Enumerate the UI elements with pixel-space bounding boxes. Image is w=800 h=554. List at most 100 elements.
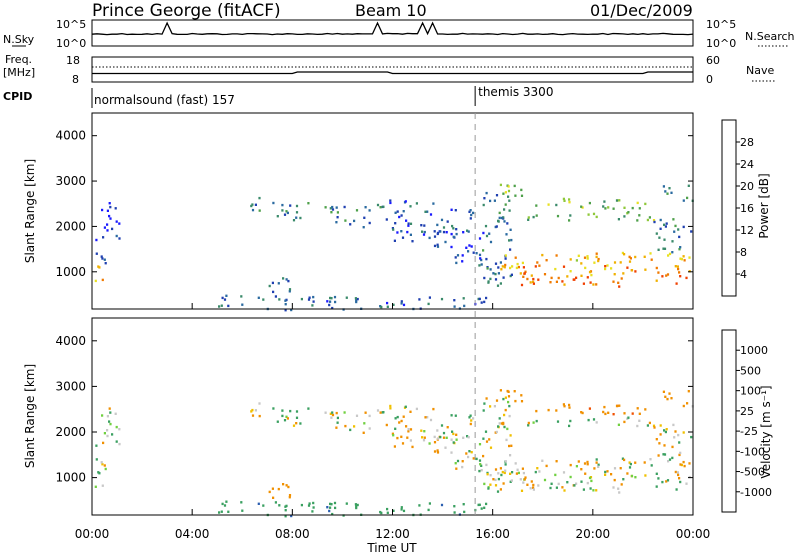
echo-cell (666, 273, 670, 276)
echo-cell (335, 411, 338, 415)
echo-cell (101, 278, 104, 282)
echo-cell (664, 430, 667, 434)
xtick-label: 04:00 (175, 527, 210, 541)
echo-cell (409, 222, 413, 225)
echo-cell (290, 308, 293, 312)
echo-cell (604, 267, 607, 271)
echo-cell (290, 514, 293, 518)
freq-tick-high: 18 (66, 54, 80, 67)
echo-cell (523, 272, 526, 275)
echo-cell (505, 233, 508, 236)
echo-cell (663, 238, 666, 241)
echo-cell (623, 253, 626, 256)
echo-cell (650, 258, 653, 261)
echo-cell (549, 486, 552, 490)
echo-cell (428, 236, 431, 240)
echo-cell (433, 244, 437, 248)
echo-cell (102, 441, 105, 445)
echo-cell (619, 261, 622, 264)
echo-cell (586, 481, 589, 485)
echo-cell (655, 472, 658, 475)
echo-cell (509, 480, 512, 483)
echo-cell (526, 483, 529, 486)
echo-cell (674, 265, 677, 268)
echo-cell (549, 281, 552, 284)
echo-cell (507, 189, 511, 193)
echo-cell (510, 238, 513, 242)
xtick-label: 16:00 (475, 527, 510, 541)
echo-cell (510, 479, 513, 482)
echo-cell (592, 418, 596, 421)
echo-cell (453, 299, 456, 302)
echo-cell (288, 494, 292, 497)
echo-cell (604, 473, 607, 476)
echo-cell (118, 237, 121, 240)
echo-cell (648, 216, 651, 219)
echo-cell (638, 419, 641, 422)
echo-cell (433, 450, 437, 453)
echo-cell (106, 209, 109, 212)
echo-cell (400, 435, 403, 438)
echo-cell (289, 409, 292, 413)
echo-cell (482, 249, 485, 252)
echo-cell (497, 272, 500, 275)
colorbar-tick-label: 100 (740, 385, 761, 398)
echo-cell (433, 435, 436, 439)
echo-cell (496, 490, 500, 493)
echo-cell (503, 208, 506, 211)
echo-cell (636, 201, 639, 205)
echo-cell (621, 251, 624, 255)
echo-cell (657, 248, 660, 251)
echo-cell (451, 224, 454, 228)
echo-cell (330, 297, 333, 300)
echo-cell (382, 411, 385, 414)
echo-cell (648, 421, 651, 425)
echo-cell (489, 446, 493, 449)
echo-cell (396, 436, 399, 440)
echo-cell (469, 422, 472, 426)
echo-cell (444, 446, 447, 449)
echo-cell (529, 281, 532, 284)
echo-cell (592, 489, 595, 492)
power-ytick-group: 4000 3000 2000 1000 (55, 129, 693, 279)
echo-cell (498, 211, 501, 215)
echo-cell (311, 304, 314, 307)
echo-cell (326, 506, 329, 509)
echo-cell (376, 203, 380, 207)
echo-cell (405, 219, 408, 222)
colorbar-tick-label: 8 (740, 246, 747, 259)
echo-cell (423, 430, 426, 433)
echo-cell (507, 390, 510, 393)
echo-cell (617, 487, 620, 490)
echo-cell (561, 280, 564, 283)
echo-cell (623, 206, 626, 209)
echo-cell (220, 304, 223, 307)
echo-cell (274, 295, 277, 298)
colorbar-tick-label: 24 (740, 158, 754, 171)
echo-cell (308, 296, 311, 299)
echo-cell (668, 187, 671, 190)
echo-cell (569, 258, 572, 261)
echo-cell (111, 433, 114, 436)
echo-cell (562, 471, 566, 474)
echo-cell (281, 209, 284, 212)
echo-cell (276, 420, 279, 423)
echo-cell (568, 406, 571, 409)
echo-cell (345, 296, 348, 299)
echo-cell (268, 490, 271, 494)
echo-cell (667, 254, 670, 257)
echo-cell (288, 290, 291, 293)
echo-cell (508, 239, 511, 242)
echo-cell (676, 265, 679, 268)
echo-cell (626, 266, 629, 269)
cpid-label: CPID (3, 90, 32, 103)
echo-cell (482, 409, 485, 412)
echo-cell (680, 258, 683, 261)
echo-cell (595, 421, 598, 424)
echo-cell (568, 219, 571, 222)
echo-cell (668, 458, 672, 461)
echo-cell (520, 400, 524, 403)
colorbar-tick-label: 20 (740, 180, 754, 193)
echo-cell (268, 284, 271, 288)
echo-cell (440, 503, 444, 507)
